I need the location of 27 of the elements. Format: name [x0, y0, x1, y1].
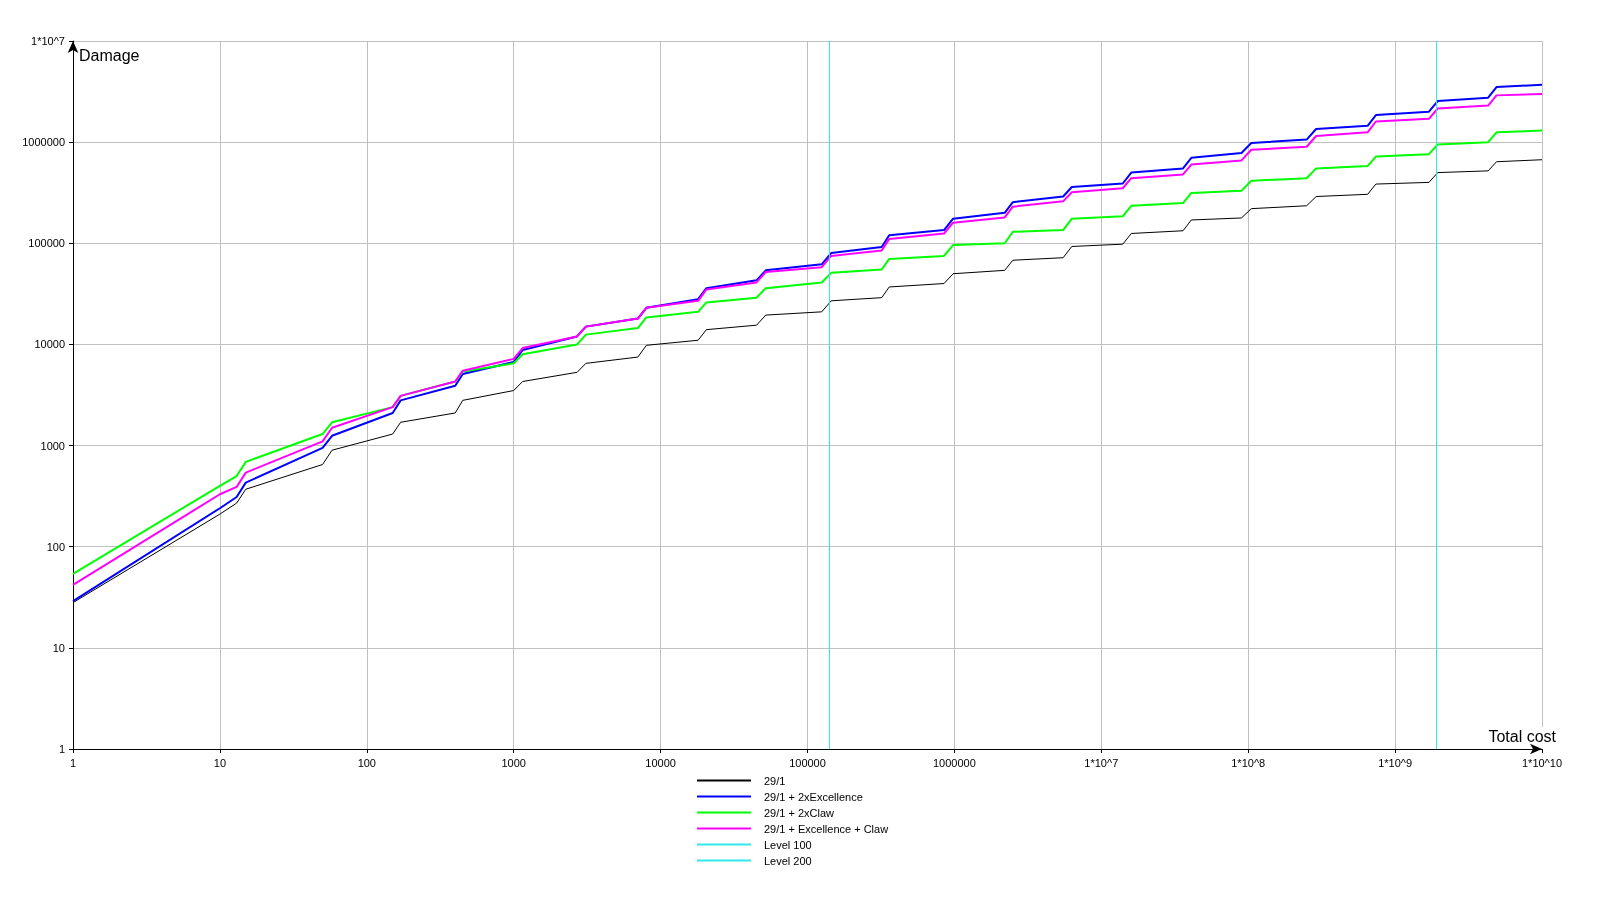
x-axis-title: Total cost	[1488, 727, 1557, 745]
x-tick-label: 1*10^8	[1231, 756, 1266, 769]
x-tick-label: 10	[213, 756, 227, 769]
y-tick-label: 1000	[40, 439, 65, 452]
y-tick-label: 10000	[34, 338, 65, 351]
y-tick-label: 1*10^7	[31, 35, 65, 47]
y-axis-title: Damage	[79, 46, 140, 64]
y-tick-label: 100	[46, 540, 65, 553]
legend-label: 29/1 + 2xExcellence	[764, 790, 863, 803]
x-tick-label: 100	[357, 756, 376, 769]
x-tick-label: 1*10^7	[1084, 756, 1119, 769]
y-tick-label: 10	[52, 641, 65, 654]
x-tick-label: 1*10^9	[1378, 756, 1413, 769]
y-tick-label: 1	[58, 743, 65, 755]
x-tick-label: 1	[69, 756, 77, 769]
legend-label: 29/1	[764, 774, 786, 787]
legend-label: 29/1 + Excellence + Claw	[764, 822, 889, 835]
legend-label: Level 100	[764, 838, 812, 851]
x-tick-label: 10000	[645, 756, 676, 769]
legend-label: 29/1 + 2xClaw	[764, 806, 835, 819]
legend-label: Level 200	[764, 854, 812, 867]
x-tick-label: 1000	[501, 756, 526, 769]
x-tick-label: 1000000	[932, 756, 976, 769]
x-tick-label: 1*10^10	[1521, 756, 1563, 769]
x-tick-label: 100000	[789, 756, 826, 769]
y-tick-label: 1000000	[22, 136, 65, 149]
y-tick-label: 100000	[28, 237, 65, 250]
